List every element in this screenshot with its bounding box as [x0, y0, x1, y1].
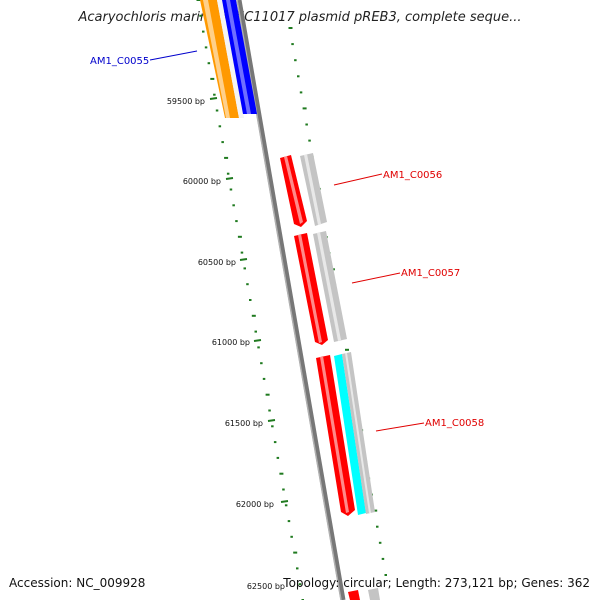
feature-grey-hl	[304, 154, 321, 225]
ruler-dot	[221, 141, 224, 144]
tick-mark-61500	[267, 419, 276, 422]
feature-cyan	[334, 354, 366, 515]
ruler-dot	[302, 107, 307, 110]
ruler-dot	[373, 509, 378, 512]
ruler-dot	[237, 235, 242, 238]
ruler-dot	[291, 43, 294, 46]
feature-grey-hl	[317, 232, 341, 341]
ruler-dot	[207, 62, 211, 65]
summary-text: Topology: circular; Length: 273,121 bp; …	[283, 576, 590, 590]
ruler-dot	[215, 109, 219, 112]
feature-orange-hl	[203, 0, 230, 118]
ruler-dot	[224, 156, 229, 159]
gene-label-c0056[interactable]: AM1_C0056	[383, 170, 442, 181]
accession-text: Accession: NC_009928	[9, 576, 146, 590]
tick-label-62000: 62000 bp	[236, 500, 274, 509]
ruler-dot	[305, 123, 308, 126]
ruler-dot	[271, 425, 274, 428]
ruler-dot	[378, 541, 382, 544]
ruler-dot	[254, 330, 257, 333]
tick-mark-60000	[225, 177, 234, 180]
ruler-dot	[273, 441, 277, 444]
ruler-dot	[294, 59, 297, 62]
ruler-dot	[376, 525, 379, 528]
ruler-dot	[290, 535, 293, 538]
ruler-dot	[268, 409, 271, 412]
leader-line-c0058	[375, 422, 425, 432]
gene-label-c0055[interactable]: AM1_C0055	[90, 56, 149, 67]
tick-mark-59500	[209, 97, 218, 100]
tick-label-62500: 62500 bp	[247, 582, 285, 591]
ruler-dot	[232, 204, 235, 207]
feature-red-hl	[298, 234, 322, 343]
tick-mark-61000	[253, 339, 262, 342]
ruler-dot	[260, 362, 263, 365]
ruler-dot	[381, 557, 385, 560]
backbone-highlight	[236, 0, 342, 600]
ruler-dot	[384, 574, 387, 576]
tick-label-60500: 60500 bp	[198, 258, 236, 267]
ruler-dot	[213, 93, 216, 96]
feature-am1-c0056[interactable]	[280, 153, 327, 227]
ruler-dot	[249, 299, 252, 301]
ruler-dots-left	[196, 0, 304, 600]
ruler-dot	[298, 583, 302, 586]
ruler-dot	[196, 0, 201, 1]
feature-am1-c0057[interactable]	[294, 231, 347, 345]
leader-line-c0055	[149, 50, 198, 61]
ruler-dot	[202, 30, 205, 33]
feature-bottom-partial	[348, 588, 380, 600]
ruler-dot	[235, 220, 238, 223]
tick-label-61000: 61000 bp	[212, 338, 250, 347]
feature-red-hl	[320, 356, 349, 513]
tick-label-61500: 61500 bp	[225, 419, 263, 428]
ruler-dot	[243, 267, 246, 270]
tick-mark-62000	[280, 500, 289, 503]
ruler-dot	[308, 139, 311, 142]
ruler-dot	[204, 46, 208, 49]
ruler-dot	[284, 504, 288, 507]
ruler-dot	[345, 348, 349, 351]
ruler-dot	[257, 346, 260, 349]
ruler-dot	[240, 251, 244, 254]
leader-line-c0057	[351, 272, 401, 284]
ruler-dot	[251, 314, 256, 317]
gene-label-c0057[interactable]: AM1_C0057	[401, 268, 460, 279]
ruler-dot	[282, 488, 285, 491]
ruler-dot	[288, 27, 293, 29]
backbone-line	[236, 0, 346, 600]
feature-am1-c0055[interactable]	[200, 0, 257, 118]
ruler-dot	[226, 172, 230, 175]
ruler-dot	[210, 77, 215, 80]
ruler-dot	[218, 125, 222, 128]
feature-white-gap	[217, 0, 244, 118]
feature-blue-hl	[226, 0, 251, 114]
tick-label-59500: 59500 bp	[167, 97, 205, 106]
ruler-dot	[262, 377, 266, 380]
ruler-dot	[265, 393, 270, 396]
ruler-dot	[287, 520, 291, 523]
tick-mark-60500	[239, 258, 248, 261]
ruler-dot	[246, 283, 249, 286]
ruler-dot	[296, 567, 299, 570]
map-title: Acaryochloris marina MBIC11017 plasmid p…	[78, 10, 522, 25]
ruler-dot	[276, 456, 280, 459]
feature-grey-hl	[345, 353, 371, 513]
tick-label-60000: 60000 bp	[183, 177, 221, 186]
ruler-dot	[229, 188, 233, 191]
leader-line-c0056	[333, 173, 383, 186]
feature-grey-partial	[368, 588, 380, 600]
feature-red-hl	[284, 156, 303, 224]
gene-label-c0058[interactable]: AM1_C0058	[425, 418, 484, 429]
ruler-dot	[297, 75, 300, 78]
ruler-dot	[199, 14, 202, 17]
ruler-dot	[299, 91, 303, 94]
ruler-dot	[279, 472, 284, 475]
feature-red-partial	[348, 590, 360, 600]
feature-am1-c0058[interactable]	[316, 352, 375, 516]
ruler-dot	[293, 551, 298, 554]
